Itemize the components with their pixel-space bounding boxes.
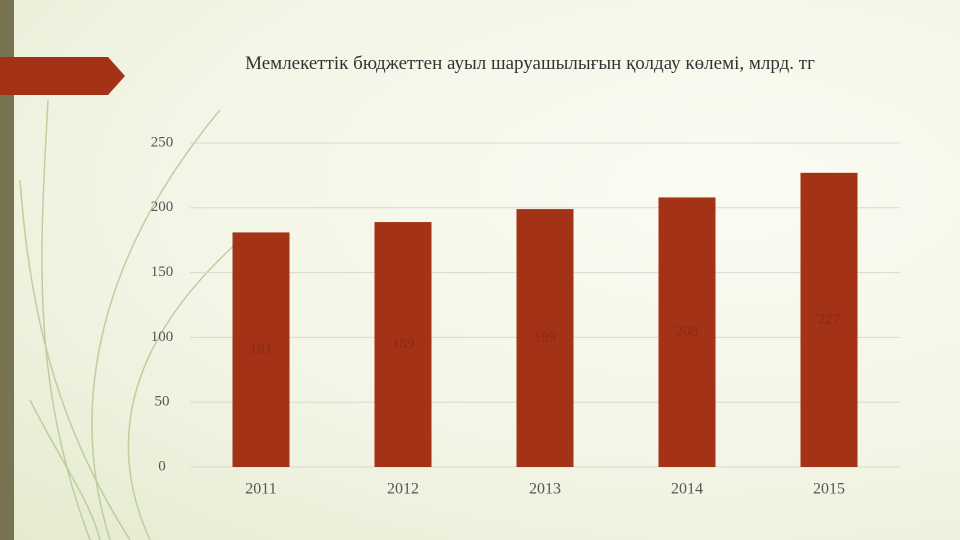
- data-label: 227: [818, 311, 841, 327]
- side-strip: [0, 0, 14, 540]
- bar: [658, 197, 716, 467]
- bar: [800, 172, 858, 468]
- title-arrow: [0, 57, 125, 95]
- x-tick-label: 2013: [529, 481, 561, 498]
- x-tick-label: 2012: [387, 481, 419, 498]
- data-label: 199: [534, 329, 557, 345]
- x-tick-label: 2011: [245, 481, 276, 498]
- bar: [232, 232, 290, 467]
- chart-title: Мемлекеттік бюджеттен ауыл шаруашылығын …: [245, 53, 815, 74]
- data-label: 181: [250, 341, 273, 357]
- y-tick-label: 100: [151, 329, 174, 345]
- bar: [374, 222, 432, 467]
- y-tick-label: 200: [151, 199, 174, 215]
- y-tick-label: 150: [151, 264, 174, 280]
- x-tick-label: 2014: [671, 481, 703, 498]
- bar: [516, 209, 574, 467]
- data-label: 208: [676, 324, 699, 340]
- x-tick-label: 2015: [813, 481, 845, 498]
- data-label: 189: [392, 336, 415, 352]
- decoration: [19, 99, 241, 540]
- y-tick-label: 250: [151, 134, 174, 150]
- y-tick-label: 50: [155, 394, 170, 410]
- y-tick-label: 0: [158, 458, 166, 474]
